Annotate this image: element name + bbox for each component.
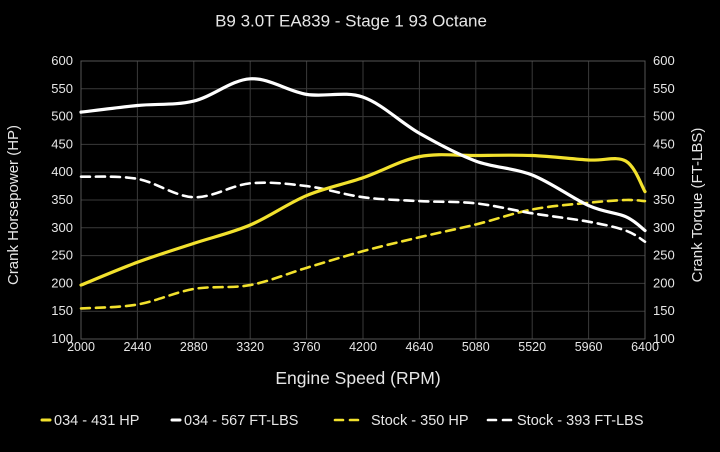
svg-text:Crank Torque (FT-LBS): Crank Torque (FT-LBS) bbox=[689, 128, 706, 283]
svg-text:B9 3.0T EA839 - Stage 1 93 Oct: B9 3.0T EA839 - Stage 1 93 Octane bbox=[215, 12, 487, 31]
svg-text:600: 600 bbox=[653, 53, 675, 68]
svg-text:250: 250 bbox=[51, 248, 73, 263]
svg-text:600: 600 bbox=[51, 53, 73, 68]
svg-text:3760: 3760 bbox=[293, 340, 321, 354]
svg-text:5520: 5520 bbox=[518, 340, 546, 354]
svg-text:5080: 5080 bbox=[462, 340, 490, 354]
svg-text:034 - 431 HP: 034 - 431 HP bbox=[54, 413, 139, 429]
svg-text:450: 450 bbox=[653, 136, 675, 151]
svg-text:350: 350 bbox=[653, 192, 675, 207]
svg-text:350: 350 bbox=[51, 192, 73, 207]
svg-text:550: 550 bbox=[653, 81, 675, 96]
svg-text:2440: 2440 bbox=[123, 340, 151, 354]
svg-text:4200: 4200 bbox=[349, 340, 377, 354]
svg-text:300: 300 bbox=[653, 220, 675, 235]
svg-text:5960: 5960 bbox=[575, 340, 603, 354]
svg-text:500: 500 bbox=[51, 109, 73, 124]
svg-text:034 - 567 FT-LBS: 034 - 567 FT-LBS bbox=[184, 413, 298, 429]
svg-text:550: 550 bbox=[51, 81, 73, 96]
svg-text:150: 150 bbox=[51, 303, 73, 318]
svg-text:400: 400 bbox=[653, 164, 675, 179]
svg-text:250: 250 bbox=[653, 248, 675, 263]
svg-text:500: 500 bbox=[653, 109, 675, 124]
svg-text:4640: 4640 bbox=[405, 340, 433, 354]
svg-text:6400: 6400 bbox=[631, 340, 659, 354]
svg-text:3320: 3320 bbox=[236, 340, 264, 354]
svg-text:Stock - 350 HP: Stock - 350 HP bbox=[371, 413, 469, 429]
svg-text:Engine Speed (RPM): Engine Speed (RPM) bbox=[275, 368, 440, 388]
svg-text:300: 300 bbox=[51, 220, 73, 235]
svg-text:200: 200 bbox=[653, 275, 675, 290]
svg-text:400: 400 bbox=[51, 164, 73, 179]
svg-text:2880: 2880 bbox=[180, 340, 208, 354]
svg-text:Crank Horsepower (HP): Crank Horsepower (HP) bbox=[5, 125, 22, 285]
svg-text:200: 200 bbox=[51, 275, 73, 290]
svg-text:2000: 2000 bbox=[67, 340, 95, 354]
svg-text:Stock - 393 FT-LBS: Stock - 393 FT-LBS bbox=[517, 413, 644, 429]
svg-text:450: 450 bbox=[51, 136, 73, 151]
svg-text:150: 150 bbox=[653, 303, 675, 318]
